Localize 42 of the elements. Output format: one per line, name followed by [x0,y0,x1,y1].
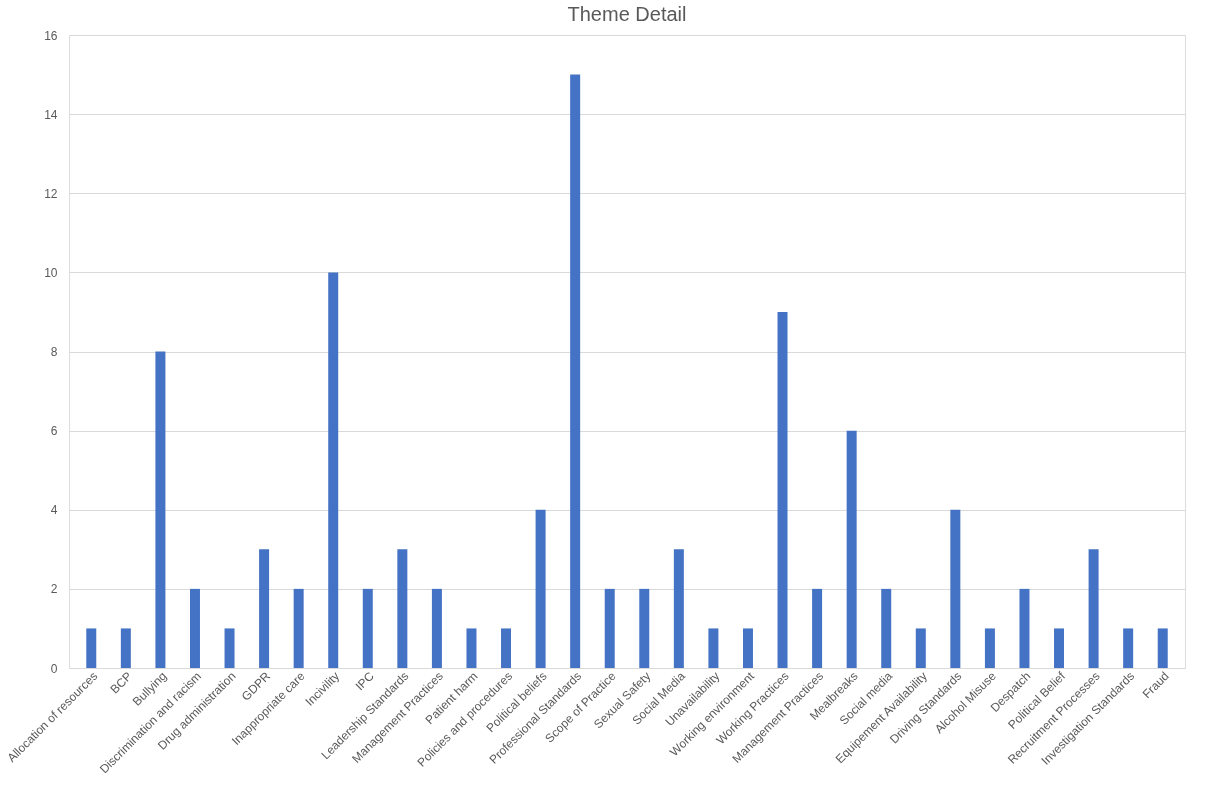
y-tick-label: 4 [50,503,58,518]
y-tick-label: 12 [44,186,58,201]
bar [673,549,684,668]
bar [259,549,270,668]
bar [535,509,546,668]
bar [397,549,408,668]
bar [604,588,615,668]
bar [1019,588,1030,668]
bar [224,628,235,668]
bar [1088,549,1099,668]
bar [570,74,581,668]
chart-title: Theme Detail [567,3,687,25]
bar [881,588,892,668]
bar [1123,628,1134,668]
bar [1157,628,1168,668]
bar [362,588,373,668]
bar [984,628,995,668]
bar [915,628,926,668]
bar [466,628,477,668]
bar [328,272,339,668]
bar [155,351,166,668]
bar [86,628,97,668]
bar [120,628,131,668]
y-tick-label: 10 [44,265,58,280]
y-tick-label: 8 [50,345,58,359]
bar [708,628,719,668]
y-tick-label: 0 [50,661,58,676]
bar [1054,628,1065,668]
y-tick-label: 6 [50,424,58,439]
y-tick-label: 16 [44,28,58,43]
bar [742,628,753,668]
bar [431,588,442,668]
bar [639,588,650,668]
bar [846,430,857,668]
bar [293,588,304,668]
bar [501,628,512,668]
y-tick-label: 14 [44,107,58,122]
bar [189,588,200,668]
bar [950,509,961,668]
y-tick-label: 2 [50,582,58,597]
bar [812,588,823,668]
bar [777,311,788,668]
